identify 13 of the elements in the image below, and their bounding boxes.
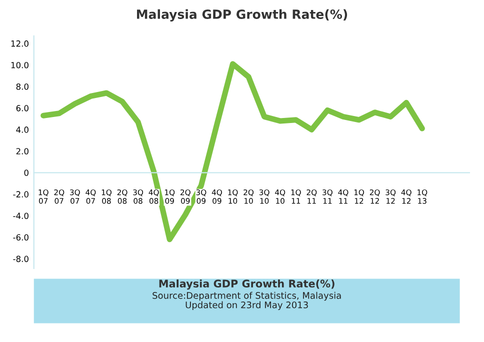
y-tick-label: -6.0 [13,234,28,241]
y-tick-label: 0 [24,170,28,176]
text: Malaysia GDP Growth Rate(%) Source:Department of Statistics, Malaysia Updated on 23rd May 2013 [152,279,341,310]
y-tick-label: 12.0 [11,40,28,47]
chart-title: Malaysia GDP Growth Rate(%) [137,9,348,22]
y-tick-label: 10.0 [11,62,28,68]
y-tick-label: -4.0 [13,212,28,219]
y-tick-label: -8.0 [13,256,28,262]
y-tick-label: 2.0 [16,148,28,154]
y-tick-label: 8.0 [16,83,28,90]
y-tick-label: -2.0 [13,191,28,198]
y-tick-label: 6.0 [16,105,28,112]
y-tick-label: 4.0 [16,126,28,133]
